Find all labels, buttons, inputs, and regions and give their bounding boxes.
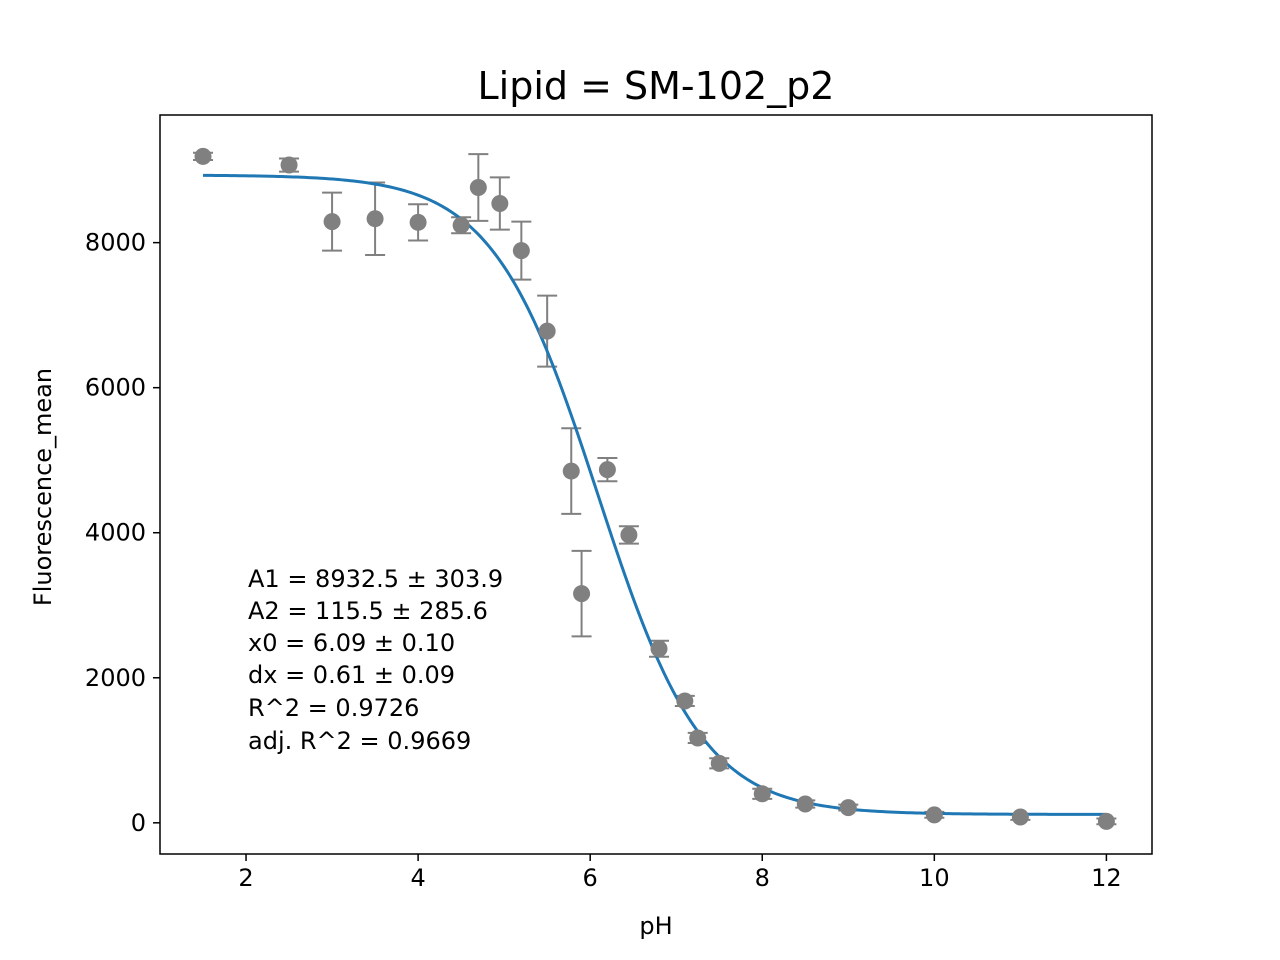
data-point (194, 147, 212, 165)
data-point (512, 242, 530, 260)
annotation-adj-r2: adj. R^2 = 0.9669 (248, 727, 471, 755)
chart-title: Lipid = SM-102_p2 (478, 64, 835, 108)
x-tick-label: 6 (583, 864, 598, 892)
data-point (409, 213, 427, 231)
x-tick-label: 2 (238, 864, 253, 892)
data-point (796, 795, 814, 813)
data-point (620, 526, 638, 544)
data-point (676, 692, 694, 710)
annotation-a1: A1 = 8932.5 ± 303.9 (248, 565, 503, 593)
y-tick-label: 0 (131, 809, 146, 837)
data-point (650, 640, 668, 658)
x-tick-label: 12 (1091, 864, 1122, 892)
x-axis-ticks: 2 4 6 8 10 12 (238, 854, 1122, 892)
annotation-a2: A2 = 115.5 ± 285.6 (248, 597, 488, 625)
data-point (280, 156, 298, 174)
data-point (573, 585, 591, 603)
annotation-dx: dx = 0.61 ± 0.09 (248, 661, 455, 689)
data-point (839, 799, 857, 817)
x-tick-label: 4 (410, 864, 425, 892)
data-point (753, 785, 771, 803)
data-point (1011, 808, 1029, 826)
data-point (689, 729, 707, 747)
data-point (925, 806, 943, 824)
x-tick-label: 8 (755, 864, 770, 892)
y-tick-label: 4000 (85, 519, 146, 547)
data-point (538, 322, 556, 340)
annotation-x0: x0 = 6.09 ± 0.10 (248, 629, 455, 657)
data-point (452, 216, 470, 234)
data-point (366, 210, 384, 228)
y-axis-ticks: 0 2000 4000 6000 8000 (85, 229, 160, 837)
data-point (598, 461, 616, 479)
y-tick-label: 8000 (85, 229, 146, 257)
data-point (562, 462, 580, 480)
x-axis-label: pH (639, 912, 672, 940)
fit-parameters-annotation: A1 = 8932.5 ± 303.9 A2 = 115.5 ± 285.6 x… (248, 565, 503, 755)
data-points (194, 147, 1115, 830)
y-tick-label: 6000 (85, 374, 146, 402)
data-point (469, 179, 487, 197)
x-tick-label: 10 (919, 864, 950, 892)
data-point (323, 213, 341, 231)
annotation-r2: R^2 = 0.9726 (248, 694, 419, 722)
axes-frame (159, 114, 1153, 855)
y-tick-label: 2000 (85, 664, 146, 692)
data-point (1097, 812, 1115, 830)
data-point (491, 194, 509, 212)
data-point (710, 754, 728, 772)
y-axis-label: Fluorescence_mean (29, 368, 57, 606)
